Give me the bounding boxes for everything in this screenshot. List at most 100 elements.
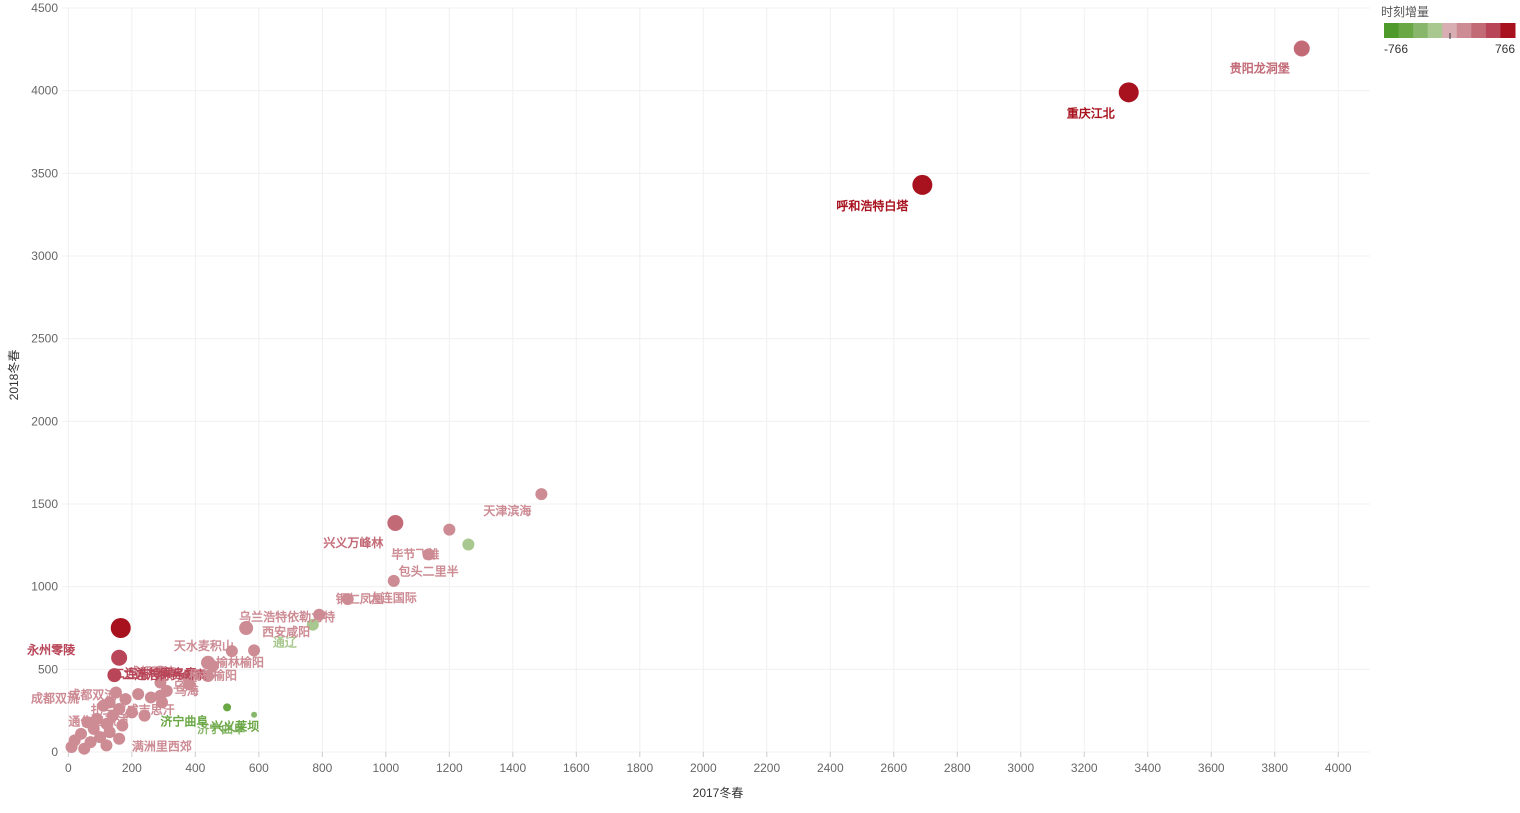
legend-swatch (1485, 23, 1501, 38)
x-tick-label: 1400 (499, 761, 526, 775)
point-label: 呼和浩特白塔 (836, 198, 909, 213)
data-point[interactable] (154, 676, 167, 689)
x-tick-label: 0 (65, 761, 72, 775)
x-tick-label: 800 (312, 761, 332, 775)
legend-swatch (1500, 23, 1516, 38)
cluster-label: 济宁曲阜 (160, 714, 208, 729)
data-point[interactable] (251, 711, 258, 718)
point-labels: 贵阳龙洞堡重庆江北呼和浩特白塔天津滨海兴义万峰林毕节飞雄包头二里半大连国际铜仁凤… (26, 61, 1290, 754)
data-point[interactable] (313, 608, 326, 621)
cluster-label: 兴义莱坝 (211, 719, 259, 734)
data-point[interactable] (387, 515, 404, 532)
cluster-label: 通化三源浦 (68, 714, 128, 729)
data-point[interactable] (106, 709, 119, 722)
x-tick-label: 3800 (1261, 761, 1288, 775)
legend-title: 时刻增量 (1381, 5, 1429, 19)
data-point[interactable] (125, 706, 138, 719)
point-label: 西安咸阳 (262, 624, 310, 639)
x-axis-title: 2017冬春 (693, 785, 744, 800)
legend-swatch (1384, 23, 1400, 38)
point-label: 通辽 (273, 635, 298, 650)
data-point[interactable] (1293, 40, 1310, 57)
data-point[interactable] (341, 593, 354, 606)
y-tick-label: 1500 (31, 497, 58, 511)
x-tick-label: 3200 (1071, 761, 1098, 775)
data-point[interactable] (97, 699, 110, 712)
data-point[interactable] (144, 691, 157, 704)
data-point[interactable] (202, 669, 215, 682)
data-point[interactable] (107, 668, 122, 683)
data-point[interactable] (132, 688, 145, 701)
data-point[interactable] (94, 731, 107, 744)
data-point[interactable] (223, 703, 232, 712)
legend-min-label: -766 (1384, 42, 1408, 56)
data-point[interactable] (912, 174, 933, 195)
point-label: 永州零陵 (26, 642, 76, 657)
point-label: 天水麦积山 (174, 638, 234, 653)
data-point[interactable] (206, 660, 219, 673)
legend-swatch (1398, 23, 1414, 38)
data-point[interactable] (78, 742, 91, 755)
data-point[interactable] (153, 665, 168, 680)
data-point[interactable] (156, 696, 169, 709)
x-tick-label: 3600 (1198, 761, 1225, 775)
point-label: 包头二里半 (398, 563, 459, 578)
y-tick-label: 2000 (31, 414, 58, 428)
data-point[interactable] (111, 649, 128, 666)
data-point[interactable] (1118, 82, 1139, 103)
x-tick-label: 2600 (880, 761, 907, 775)
y-tick-label: 500 (38, 662, 58, 676)
data-point[interactable] (182, 678, 195, 691)
data-point[interactable] (443, 523, 456, 536)
data-point[interactable] (116, 719, 129, 732)
x-tick-label: 2200 (753, 761, 780, 775)
cluster-label: 二连浩特赛乌素 (113, 666, 197, 681)
x-tick-label: 600 (249, 761, 269, 775)
y-tick-label: 4000 (31, 84, 58, 98)
cluster-label: 满洲里西郊 (132, 738, 192, 753)
data-point[interactable] (138, 709, 151, 722)
data-point[interactable] (225, 645, 238, 658)
data-points (65, 40, 1310, 755)
x-axis-ticks: 0 200 400 600 800 1000 1200 1400 1600 1800 2000 220… (65, 752, 1352, 775)
point-label: 大连国际 (369, 590, 417, 605)
data-point[interactable] (90, 712, 103, 725)
data-point[interactable] (65, 741, 78, 754)
data-point[interactable] (306, 618, 319, 631)
point-label: 成都双流 (31, 690, 79, 705)
legend-swatch (1456, 23, 1472, 38)
grid (62, 7, 1370, 753)
data-point[interactable] (239, 621, 254, 635)
y-tick-label: 3000 (31, 249, 58, 263)
y-tick-label: 2500 (31, 332, 58, 346)
legend-swatch (1442, 23, 1458, 38)
data-point[interactable] (422, 548, 435, 561)
x-tick-label: 200 (122, 761, 142, 775)
data-point[interactable] (248, 644, 261, 657)
y-axis-title: 2018冬春 (6, 350, 21, 401)
y-tick-label: 0 (51, 745, 58, 759)
data-point[interactable] (535, 488, 548, 501)
point-label: 天津滨海 (483, 503, 531, 518)
point-label: 兴义万峰林 (323, 535, 383, 550)
point-label: 铜仁凤凰 (336, 591, 384, 606)
data-point[interactable] (103, 726, 116, 739)
x-tick-label: 1800 (626, 761, 653, 775)
data-point[interactable] (109, 686, 122, 699)
data-point[interactable] (113, 732, 126, 745)
data-point[interactable] (110, 618, 131, 638)
x-tick-label: 400 (185, 761, 205, 775)
data-point[interactable] (87, 722, 100, 735)
point-label: 贵阳龙洞堡 (1230, 61, 1290, 76)
data-point[interactable] (387, 574, 400, 587)
point-label: 乌兰浩特依勒力特 (239, 609, 335, 624)
point-label: 济宁曲阜 (197, 721, 245, 736)
cluster-label: 乌海 (173, 678, 197, 693)
color-legend: 时刻增量 -766 766 (1381, 5, 1516, 56)
data-point[interactable] (462, 538, 475, 551)
legend-color-scale[interactable] (1384, 23, 1516, 39)
data-point[interactable] (119, 693, 132, 706)
data-point[interactable] (100, 739, 113, 752)
